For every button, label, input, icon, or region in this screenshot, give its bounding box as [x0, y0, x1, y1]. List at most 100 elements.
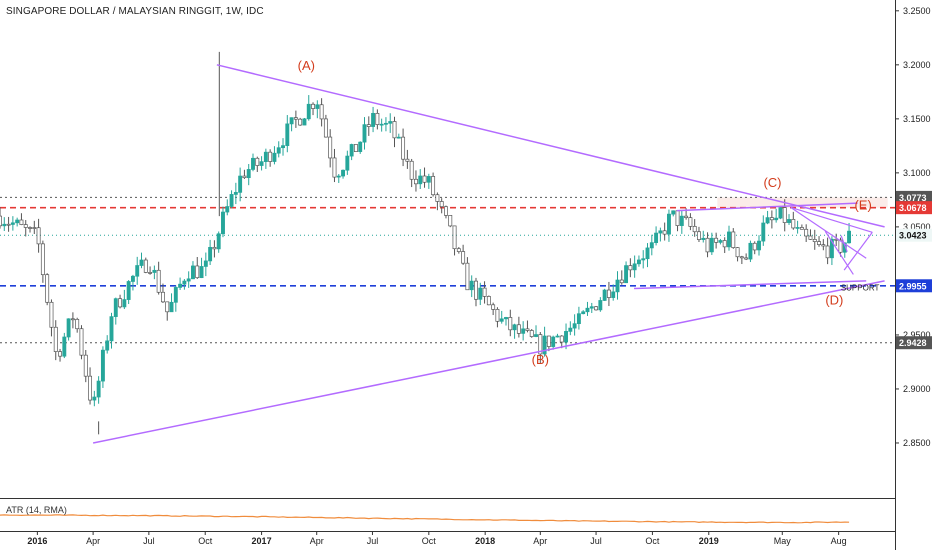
candle-down [19, 219, 24, 225]
candle-up [233, 192, 238, 195]
candle-down [495, 309, 500, 322]
candle-down [821, 244, 826, 247]
candle-down [293, 117, 298, 120]
candle-down [161, 291, 165, 303]
candle-up [182, 280, 187, 285]
candle-up [787, 219, 791, 223]
candle-down [594, 306, 599, 311]
candle-up [761, 222, 766, 242]
time-tick-label: Oct [645, 536, 660, 546]
price-tick-label: 3.0500 [903, 222, 931, 232]
time-tick-label: Apr [310, 536, 324, 546]
trendline [92, 280, 885, 444]
price-level-badge [896, 228, 932, 242]
price-level-badge [896, 201, 932, 215]
candle-down [414, 178, 418, 185]
candle-up [645, 247, 650, 260]
candle-up [757, 240, 761, 251]
wedge-line [843, 231, 873, 271]
candle-up [272, 152, 277, 162]
wave-label: (B) [532, 352, 549, 367]
candle-down [242, 175, 247, 179]
candle-down [58, 351, 62, 357]
candle-down [799, 227, 804, 230]
candle-down [375, 112, 380, 125]
wave-label: (C) [763, 175, 781, 190]
candle-up [418, 175, 423, 185]
candle-up [285, 123, 290, 146]
candle-down [143, 259, 148, 273]
candle-down [405, 158, 410, 162]
candle-down [332, 157, 337, 178]
candle-down [444, 206, 448, 216]
candle-down [744, 257, 749, 260]
candle-up [246, 169, 251, 179]
candle-up [512, 324, 517, 331]
candle-up [426, 176, 431, 183]
candle-down [769, 217, 774, 221]
candle-up [829, 238, 834, 259]
candle-down [28, 227, 32, 229]
candle-up [302, 118, 307, 126]
candle-up [379, 123, 384, 126]
candle-down [323, 118, 328, 138]
candle-down [628, 265, 633, 271]
candle-up [671, 210, 676, 215]
candle-up [636, 259, 641, 265]
candle-down [319, 104, 324, 120]
price-tick-label: 3.2000 [903, 60, 931, 70]
candle-up [203, 260, 208, 267]
candle-down [782, 207, 787, 223]
candle-up [615, 279, 620, 293]
candle-up [521, 328, 526, 334]
candle-down [456, 248, 461, 252]
candle-up [649, 242, 654, 249]
candle-down [32, 227, 37, 229]
candle-up [534, 334, 538, 337]
candle-up [186, 278, 191, 282]
candle-down [148, 272, 153, 274]
candle-down [486, 296, 491, 306]
candle-up [259, 161, 264, 166]
time-tick-label: 2017 [252, 536, 272, 546]
price-tick-label: 2.8500 [903, 438, 931, 448]
time-tick-label: Jul [143, 536, 155, 546]
candle-up [654, 232, 659, 243]
candle-up [632, 263, 637, 271]
candle-up [152, 269, 157, 273]
time-tick-label: 2016 [27, 536, 47, 546]
candle-down [474, 280, 478, 300]
chart-title: SINGAPORE DOLLAR / MALAYSIAN RINGGIT, 1W… [6, 6, 264, 17]
price-tick-label: 3.1000 [903, 168, 931, 178]
candle-up [216, 233, 221, 250]
price-level-badge [896, 190, 932, 204]
price-tick-label: 2.9000 [903, 384, 931, 394]
candle-up [748, 242, 753, 260]
candle-up [555, 335, 560, 338]
candle-up [10, 222, 15, 225]
candle-up [358, 141, 363, 152]
candle-up [315, 104, 320, 109]
atr-line [0, 514, 850, 524]
candle-up [795, 227, 800, 229]
candle-up [92, 396, 97, 401]
candle-down [739, 256, 744, 259]
candle-up [478, 287, 483, 300]
candle-up [624, 265, 629, 284]
resistance-zone [717, 197, 888, 208]
candle-down [812, 239, 817, 242]
candle-up [281, 145, 285, 149]
candle-down [40, 243, 45, 276]
candle-down [516, 324, 521, 334]
candle-up [504, 317, 508, 320]
candle-up [173, 287, 178, 303]
price-level-label: 3.0773 [899, 193, 927, 203]
candle-up [341, 169, 346, 177]
candle-up [362, 124, 367, 143]
trendline [216, 64, 885, 228]
candle-down [448, 215, 453, 227]
candle-up [774, 217, 779, 221]
candle-down [83, 354, 88, 377]
